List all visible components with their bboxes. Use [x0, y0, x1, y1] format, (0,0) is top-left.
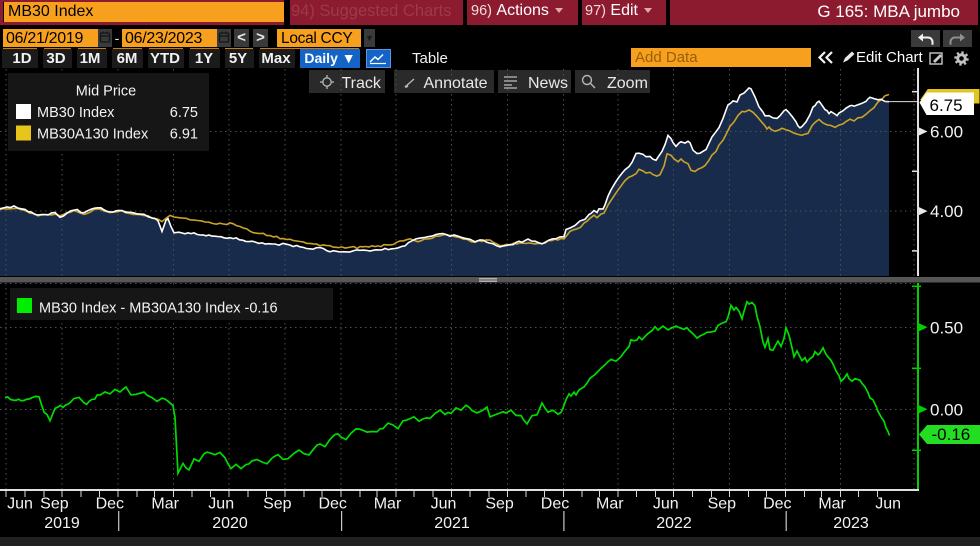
- svg-text:Annotate: Annotate: [424, 75, 488, 92]
- svg-text:6.75: 6.75: [170, 105, 198, 121]
- svg-text:Mid Price: Mid Price: [76, 84, 136, 100]
- svg-text:Zoom: Zoom: [607, 75, 648, 92]
- svg-text:Mar: Mar: [374, 496, 402, 513]
- svg-text:Jun: Jun: [208, 496, 234, 513]
- svg-text:6.75: 6.75: [930, 96, 963, 115]
- svg-text:Jun: Jun: [7, 496, 33, 513]
- svg-text:Mar: Mar: [818, 496, 846, 513]
- svg-text:Dec: Dec: [318, 496, 346, 513]
- svg-text:News: News: [528, 75, 568, 92]
- svg-text:-0.16: -0.16: [932, 425, 971, 444]
- svg-text:Dec: Dec: [541, 496, 569, 513]
- svg-text:Sep: Sep: [708, 496, 737, 513]
- svg-text:Dec: Dec: [763, 496, 791, 513]
- svg-text:Sep: Sep: [485, 496, 514, 513]
- svg-text:0.50: 0.50: [930, 318, 963, 337]
- svg-text:Track: Track: [342, 75, 382, 92]
- svg-text:Mar: Mar: [596, 496, 624, 513]
- svg-text:MB30 Index - MB30A130 Index -0: MB30 Index - MB30A130 Index -0.16: [39, 301, 278, 317]
- svg-text:Mar: Mar: [151, 496, 179, 513]
- svg-text:MB30A130 Index: MB30A130 Index: [37, 127, 149, 143]
- svg-text:Jun: Jun: [653, 496, 679, 513]
- svg-text:MB30 Index: MB30 Index: [37, 105, 115, 121]
- svg-text:6.91: 6.91: [170, 127, 198, 143]
- svg-text:Jun: Jun: [431, 496, 457, 513]
- svg-text:2019: 2019: [44, 515, 80, 532]
- svg-text:Sep: Sep: [40, 496, 69, 513]
- svg-text:2022: 2022: [656, 515, 692, 532]
- svg-text:Sep: Sep: [263, 496, 292, 513]
- svg-text:2020: 2020: [212, 515, 248, 532]
- svg-text:6.00: 6.00: [930, 123, 963, 142]
- svg-text:2021: 2021: [434, 515, 470, 532]
- svg-text:4.00: 4.00: [930, 202, 963, 221]
- svg-text:Dec: Dec: [96, 496, 124, 513]
- svg-text:0.00: 0.00: [930, 400, 963, 419]
- svg-text:Jun: Jun: [875, 496, 901, 513]
- svg-text:2023: 2023: [833, 515, 869, 532]
